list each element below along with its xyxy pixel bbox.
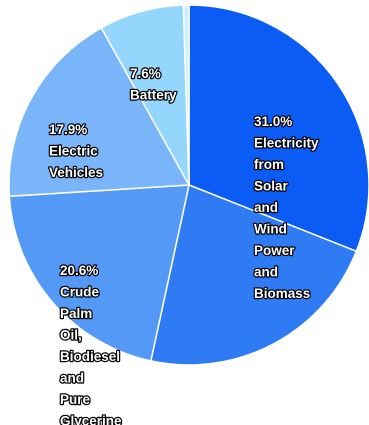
slice-label-line: and — [254, 200, 278, 215]
slice-label-line: Battery — [130, 88, 177, 103]
pie-slice-1 — [149, 183, 358, 366]
slice-label-line: Wind — [254, 222, 287, 237]
slice-label-line: Oil, — [60, 328, 82, 343]
slice-label-line: Crude — [60, 285, 99, 300]
slice-label-line: Palm — [60, 306, 92, 321]
slice-label-2: 20.6% Crude Palm Oil, Biodiesel and Pure Glycer… — [60, 263, 122, 425]
slice-label-line: from — [254, 157, 284, 172]
pie-slice-3 — [8, 26, 191, 198]
pie-slice-2 — [8, 184, 190, 362]
slice-label-line: Glycerine — [60, 414, 122, 425]
slice-label-line: Power — [254, 243, 295, 258]
slice-label-line: and — [254, 265, 278, 280]
slice-label-line: Vehicles — [49, 165, 103, 180]
slice-label-line: Solar — [254, 179, 289, 194]
pie-slice-0 — [188, 4, 369, 253]
slice-label-line: 17.9% — [49, 122, 87, 137]
slice-label-line: 20.6% — [60, 263, 98, 278]
slice-label-line: Pure — [60, 392, 91, 407]
slice-label-0: 31.0% Electricity from Solar and Wind Power and… — [254, 114, 319, 301]
slice-label-line: Biodiesel — [60, 349, 120, 364]
slice-label-line: Biomass — [254, 286, 310, 301]
slice-label-line: Electric — [49, 144, 98, 159]
slice-label-line: 31.0% — [254, 114, 292, 129]
pie-slice-5 — [182, 4, 190, 186]
pie-slices — [8, 4, 369, 366]
slice-label-4: 7.6% Battery — [130, 66, 177, 103]
pie-labels: 31.0% Electricity from Solar and Wind Power and… — [48, 65, 320, 425]
slice-label-line: 7.6% — [130, 66, 161, 81]
slice-label-line: Electricity — [254, 136, 319, 151]
slice-label-line: and — [60, 371, 84, 386]
slice-label-3: 17.9% Electric Vehicles — [49, 122, 103, 180]
